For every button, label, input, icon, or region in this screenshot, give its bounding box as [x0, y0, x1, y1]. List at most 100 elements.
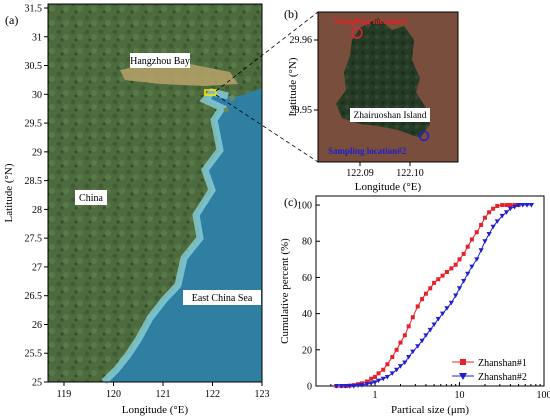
data-point [486, 232, 492, 237]
panel-a: (a) Hangzhou Bay China East China Sea [3, 3, 270, 416]
data-point [512, 204, 518, 210]
chart-ylabel: Cumulative percent (%) [279, 238, 291, 344]
data-point [469, 237, 474, 242]
data-point [420, 297, 425, 302]
data-point [503, 210, 510, 215]
y-tick-label: 40 [302, 309, 312, 320]
zoom-connector-top [215, 11, 319, 92]
data-point [381, 367, 386, 372]
data-point [431, 322, 437, 328]
data-point [355, 383, 361, 389]
data-point [390, 355, 395, 360]
data-point [423, 333, 429, 338]
data-point [415, 344, 421, 349]
data-point [499, 213, 505, 219]
legend-label-series-1: Zhanshan#1 [478, 358, 527, 369]
chart-series [333, 203, 535, 389]
data-point [457, 257, 462, 262]
data-point [410, 315, 415, 320]
data-point [394, 367, 400, 373]
label-hangzhou-bay: Hangzhou Bay [130, 53, 190, 68]
legend: Zhanshan#1 Zhanshan#2 [452, 358, 527, 383]
data-point [410, 349, 416, 355]
data-point [389, 371, 395, 376]
data-point [500, 203, 505, 208]
data-point [461, 251, 466, 256]
tick-label: 28.5 [25, 176, 43, 187]
chart-xlabel: Partical size (μm) [391, 404, 469, 416]
legend-label-series-2: Zhanshan#2 [478, 372, 527, 383]
x-tick-label: 100 [537, 390, 550, 401]
data-point [465, 271, 471, 277]
data-point [368, 381, 374, 386]
tick-label: 122 [205, 389, 220, 400]
tick-label: 29.96 [290, 35, 313, 46]
data-point [380, 376, 386, 382]
data-point [474, 230, 479, 235]
data-point [508, 203, 513, 208]
y-tick-label: 0 [307, 382, 312, 393]
panel-b: (b) Sampling location1 Sampling location… [284, 7, 459, 193]
data-point [482, 239, 488, 244]
data-point [465, 244, 470, 249]
panel-a-map: Hangzhou Bay China East China Sea [47, 3, 263, 385]
data-point [528, 203, 535, 208]
legend-marker-series-2 [459, 373, 467, 380]
data-point [394, 347, 399, 352]
data-point [520, 203, 526, 208]
data-point [494, 219, 500, 224]
data-point [444, 306, 450, 311]
panel-a-xticks: 119 120 121 122 123 [57, 382, 270, 400]
data-point [444, 270, 449, 274]
data-point [456, 286, 463, 291]
data-point [439, 311, 446, 317]
data-point [338, 384, 345, 389]
island-dot [229, 95, 235, 101]
map-frame [47, 3, 263, 383]
tick-label: 28 [32, 205, 42, 216]
study-area-marker [204, 89, 217, 96]
tick-label: 122.10 [396, 168, 424, 179]
tick-label: 25.5 [25, 349, 43, 360]
sampling-location-2-marker [418, 130, 430, 142]
panel-a-yticks: 31.5 31 30.5 30 29.5 29 28.5 28 27.5 27 26.5 26 25.5… [25, 4, 48, 389]
data-point [504, 203, 509, 208]
tick-label: 26.5 [25, 291, 43, 302]
label-china: China [75, 190, 107, 205]
land-area [48, 4, 262, 382]
data-point [469, 264, 475, 270]
data-point [406, 355, 412, 360]
data-point [449, 266, 454, 271]
data-point [440, 273, 445, 278]
tick-label: 122.09 [346, 168, 374, 179]
data-point [402, 333, 407, 338]
tick-label: 30 [32, 90, 42, 101]
tick-label: 27 [32, 262, 42, 273]
data-point [333, 384, 340, 389]
tick-label: 30.5 [25, 61, 43, 72]
y-tick-label: 20 [302, 345, 312, 356]
data-point [491, 206, 496, 211]
tick-label: 29 [32, 147, 42, 158]
tick-label: 121 [156, 389, 171, 400]
y-tick-label: 80 [302, 237, 312, 248]
tick-label: 29.95 [290, 105, 313, 116]
data-point [448, 300, 454, 306]
tick-label: 119 [57, 389, 72, 400]
data-point [351, 384, 357, 389]
data-point [479, 222, 484, 227]
data-point [402, 360, 408, 366]
label-east-china-sea: East China Sea [183, 290, 261, 305]
tick-label: 29.5 [25, 119, 43, 130]
svg-text:East China Sea: East China Sea [192, 293, 253, 304]
data-point [364, 382, 370, 387]
data-point [453, 293, 459, 299]
data-point [406, 324, 411, 329]
island-name-label: Zhairuoshan Island [350, 108, 430, 122]
panel-b-letter: (b) [284, 7, 298, 21]
data-point [397, 364, 404, 369]
data-point [376, 371, 381, 376]
data-point [432, 280, 437, 285]
x-tick-label: 10 [455, 390, 465, 401]
panel-c-letter: (c) [284, 195, 297, 209]
